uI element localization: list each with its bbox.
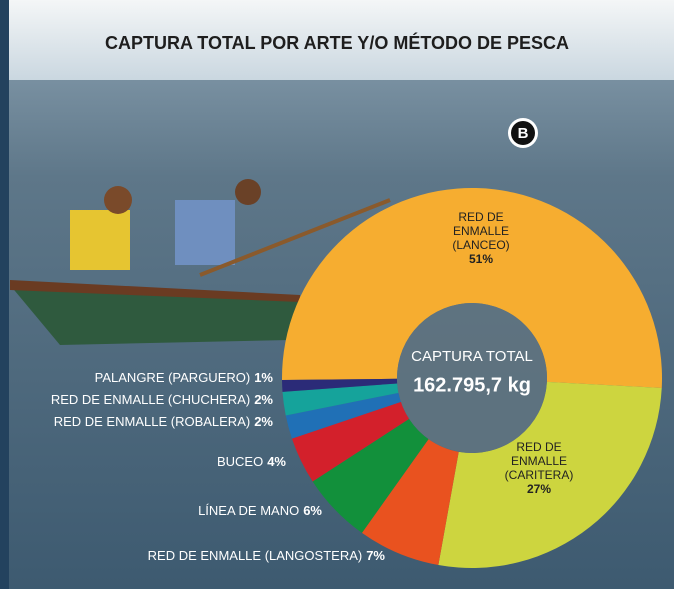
slice-name: RED DE ENMALLE (CARITERA) <box>505 440 574 482</box>
slice-name: RED DE ENMALLE (CHUCHERA) <box>51 392 250 407</box>
slice-percent: 2% <box>254 414 273 429</box>
slice-percent: 51% <box>442 252 520 266</box>
center-label: CAPTURA TOTAL <box>411 348 533 365</box>
slice-label: RED DE ENMALLE (ROBALERA)2% <box>54 414 274 429</box>
slice-percent: 2% <box>254 392 273 407</box>
slice-label: RED DE ENMALLE (CHUCHERA) 2% <box>51 392 274 407</box>
slice-percent: 1% <box>254 370 273 385</box>
chart-title: CAPTURA TOTAL POR ARTE Y/O MÉTODO DE PES… <box>105 32 569 53</box>
slice-percent: 27% <box>500 482 578 496</box>
slice-label: RED DE ENMALLE (CARITERA)27% <box>500 440 578 496</box>
slice-name: BUCEO <box>217 454 263 469</box>
slice-percent: 6% <box>303 503 322 518</box>
slice-label: BUCEO 4% <box>217 454 286 469</box>
left-edge <box>0 0 9 589</box>
slice-label: LÍNEA DE MANO 6% <box>198 503 322 518</box>
slice-name: PALANGRE (PARGUERO) <box>95 370 251 385</box>
slice-name: RED DE ENMALLE (LANGOSTERA) <box>148 548 363 563</box>
center-value: 162.795,7 kg <box>413 374 531 396</box>
slice-label: RED DE ENMALLE (LANGOSTERA)7% <box>148 548 386 563</box>
slice-label: PALANGRE (PARGUERO)1% <box>95 370 274 385</box>
slice-name: RED DE ENMALLE (ROBALERA) <box>54 414 251 429</box>
slice-name: LÍNEA DE MANO <box>198 503 299 518</box>
slice-label: RED DE ENMALLE (LANCEO)51% <box>442 210 520 266</box>
chart: CAPTURA TOTAL POR ARTE Y/O MÉTODO DE PES… <box>0 0 674 589</box>
slice-percent: 4% <box>267 454 286 469</box>
slice-percent: 7% <box>366 548 385 563</box>
slice-name: RED DE ENMALLE (LANCEO) <box>452 210 509 252</box>
badge: B <box>518 125 529 142</box>
infographic: CAPTURA TOTAL POR ARTE Y/O MÉTODO DE PES… <box>0 0 674 589</box>
